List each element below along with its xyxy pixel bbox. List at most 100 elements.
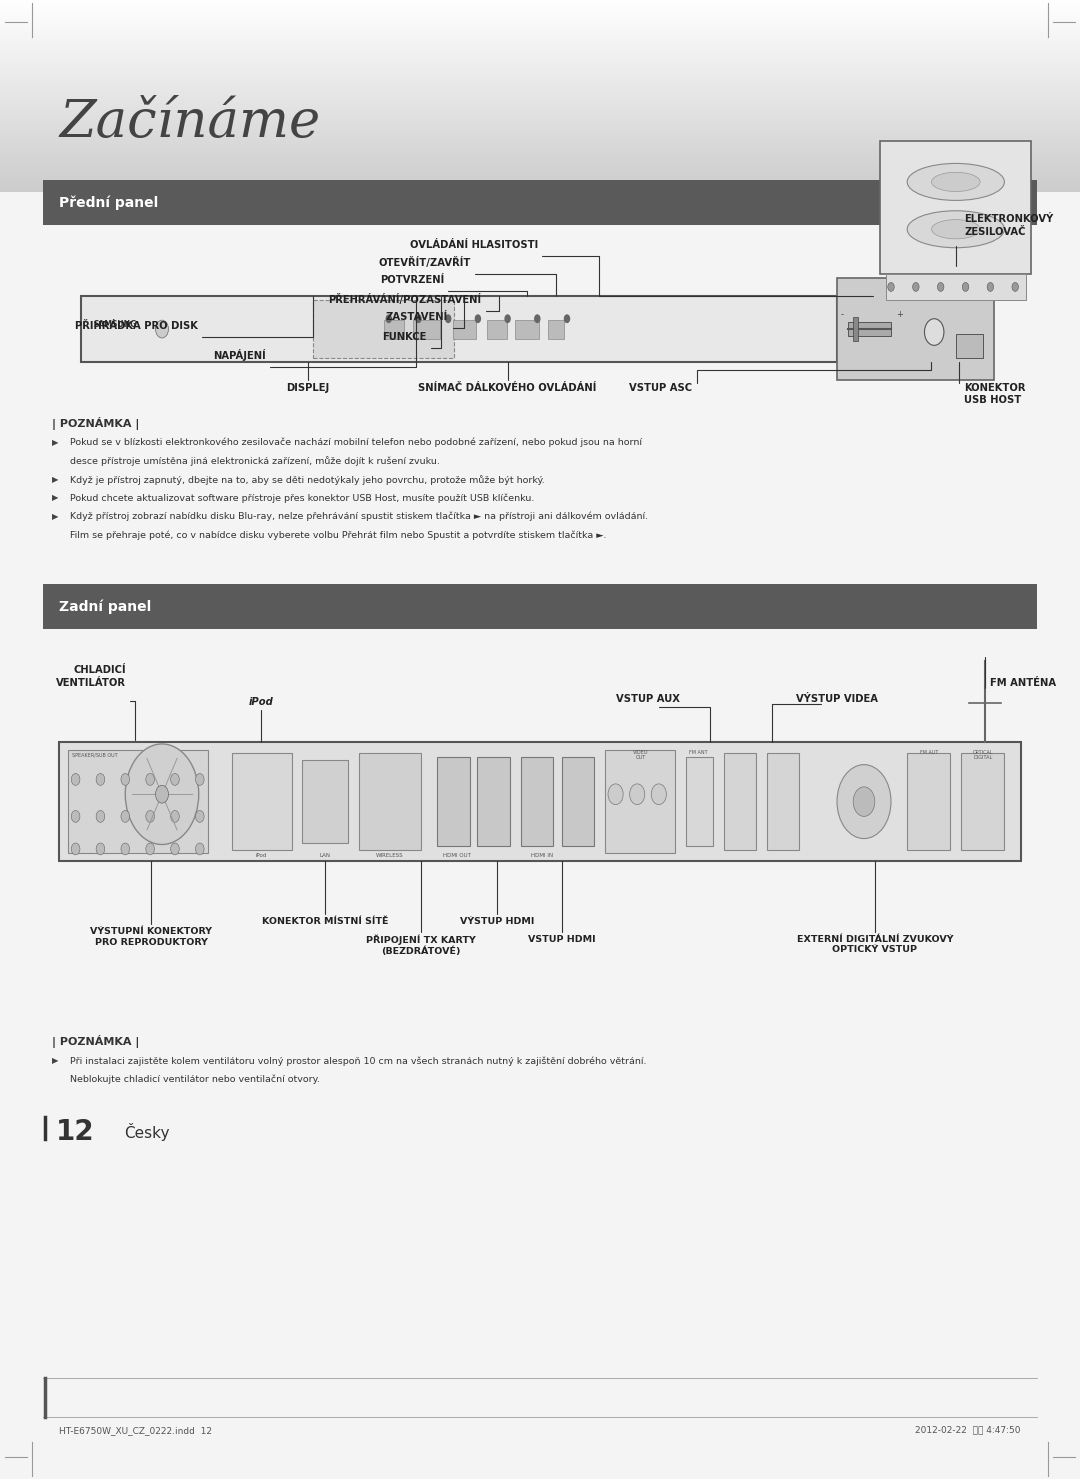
Circle shape — [937, 282, 944, 291]
Text: +: + — [896, 309, 903, 319]
Bar — [956, 334, 983, 358]
Bar — [0, 172, 1080, 189]
Text: 12: 12 — [56, 1118, 95, 1146]
Text: iPod: iPod — [249, 697, 273, 707]
Text: PŘIPOJENÍ TX KARTY
(BEZDRÁTOVÉ): PŘIPOJENÍ TX KARTY (BEZDRÁTOVÉ) — [366, 935, 476, 957]
Bar — [0, 98, 1080, 117]
Bar — [477, 757, 510, 846]
Bar — [724, 753, 756, 850]
Text: KONEKTOR MÍSTNÍ SÍTĚ: KONEKTOR MÍSTNÍ SÍTĚ — [261, 917, 389, 926]
Text: ▶: ▶ — [52, 438, 58, 447]
Text: Česky: Česky — [124, 1123, 170, 1140]
Bar — [0, 15, 1080, 34]
Bar — [0, 52, 1080, 71]
Bar — [359, 753, 421, 850]
Circle shape — [535, 314, 541, 322]
Ellipse shape — [931, 219, 981, 238]
Text: OVLÁDÁNÍ HLASITOSTI: OVLÁDÁNÍ HLASITOSTI — [409, 240, 538, 250]
Text: HDMI OUT: HDMI OUT — [443, 853, 471, 858]
Text: ▶: ▶ — [52, 512, 58, 521]
Bar — [0, 70, 1080, 87]
Text: VÝSTUP VIDEA: VÝSTUP VIDEA — [796, 694, 878, 704]
Bar — [0, 22, 1080, 41]
Ellipse shape — [907, 163, 1004, 200]
Bar — [0, 6, 1080, 24]
Bar — [0, 71, 1080, 90]
Bar — [0, 142, 1080, 161]
Text: KONEKTOR
USB HOST: KONEKTOR USB HOST — [964, 383, 1026, 405]
Bar — [437, 757, 470, 846]
Text: -: - — [841, 309, 843, 319]
Text: VIDEO
OUT: VIDEO OUT — [633, 750, 648, 760]
Bar — [0, 90, 1080, 109]
Text: NAPÁJENÍ: NAPÁJENÍ — [213, 349, 266, 361]
Bar — [414, 319, 441, 339]
Bar — [0, 120, 1080, 139]
Bar — [0, 145, 1080, 163]
Text: ▶: ▶ — [52, 475, 58, 484]
Bar — [0, 146, 1080, 166]
Text: Zadní panel: Zadní panel — [59, 599, 151, 614]
Bar — [0, 130, 1080, 148]
Circle shape — [564, 314, 570, 322]
Bar — [837, 278, 994, 380]
Text: Film se přehraje poté, co v nabídce disku vyberete volbu Přehrát film nebo Spust: Film se přehraje poté, co v nabídce disk… — [70, 531, 607, 540]
Bar — [521, 757, 553, 846]
Text: | POZNÁMKA |: | POZNÁMKA | — [52, 417, 139, 430]
Text: Neblokujte chladicí ventilátor nebo ventilační otvory.: Neblokujte chladicí ventilátor nebo vent… — [70, 1074, 320, 1084]
Bar — [0, 10, 1080, 30]
Bar — [0, 157, 1080, 175]
Bar — [0, 161, 1080, 180]
Bar — [0, 117, 1080, 136]
Circle shape — [121, 810, 130, 822]
Text: Pokud se v blízkosti elektronkového zesilovače nachází mobilní telefon nebo podo: Pokud se v blízkosti elektronkového zesi… — [70, 438, 643, 447]
Circle shape — [146, 774, 154, 785]
Text: SNÍMAČ DÁLKOVÉHO OVLÁDÁNÍ: SNÍMAČ DÁLKOVÉHO OVLÁDÁNÍ — [418, 383, 597, 393]
Text: | POZNÁMKA |: | POZNÁMKA | — [52, 1035, 139, 1049]
Bar — [0, 166, 1080, 185]
Circle shape — [630, 784, 645, 805]
Bar — [0, 115, 1080, 135]
Bar — [0, 164, 1080, 182]
Bar — [68, 750, 208, 853]
Bar — [232, 753, 292, 850]
Text: VSTUP AUX: VSTUP AUX — [616, 694, 680, 704]
Bar — [0, 86, 1080, 105]
Text: HDMI IN: HDMI IN — [531, 853, 553, 858]
Circle shape — [121, 774, 130, 785]
Bar — [0, 149, 1080, 169]
Bar — [0, 62, 1080, 80]
Circle shape — [888, 282, 894, 291]
Circle shape — [608, 784, 623, 805]
Ellipse shape — [907, 210, 1004, 247]
Circle shape — [474, 314, 482, 322]
Text: 2012-02-22  오후 4:47:50: 2012-02-22 오후 4:47:50 — [915, 1426, 1021, 1435]
Bar — [0, 101, 1080, 120]
Bar — [0, 154, 1080, 173]
Circle shape — [171, 843, 179, 855]
Bar — [43, 180, 1037, 225]
Circle shape — [71, 774, 80, 785]
Ellipse shape — [931, 173, 981, 191]
Bar — [0, 0, 1080, 7]
Text: Když je přístroj zapnutý, dbejte na to, aby se děti nedotýkaly jeho povrchu, pro: Když je přístroj zapnutý, dbejte na to, … — [70, 475, 545, 485]
Text: Začínáme: Začínáme — [59, 98, 321, 148]
Text: EXTERNÍ DIGITÁLNÍ ZVUKOVÝ
OPTICKÝ VSTUP: EXTERNÍ DIGITÁLNÍ ZVUKOVÝ OPTICKÝ VSTUP — [797, 935, 953, 954]
Text: ▶: ▶ — [52, 494, 58, 503]
Bar — [961, 753, 1004, 850]
Circle shape — [171, 774, 179, 785]
Bar — [0, 83, 1080, 102]
Bar — [59, 742, 1021, 861]
Bar — [0, 104, 1080, 121]
Bar — [0, 3, 1080, 22]
Text: Při instalaci zajistěte kolem ventilátoru volný prostor alespoň 10 cm na všech s: Při instalaci zajistěte kolem ventilátor… — [70, 1056, 647, 1065]
Bar — [0, 1, 1080, 19]
Bar — [0, 67, 1080, 86]
Text: desce přístroje umístěna jiná elektronická zařízení, může dojít k rušení zvuku.: desce přístroje umístěna jiná elektronic… — [70, 456, 440, 466]
Circle shape — [837, 765, 891, 839]
Bar — [686, 757, 713, 846]
Text: iPod: iPod — [256, 853, 267, 858]
Bar — [605, 750, 675, 853]
Circle shape — [651, 784, 666, 805]
Circle shape — [1012, 282, 1018, 291]
